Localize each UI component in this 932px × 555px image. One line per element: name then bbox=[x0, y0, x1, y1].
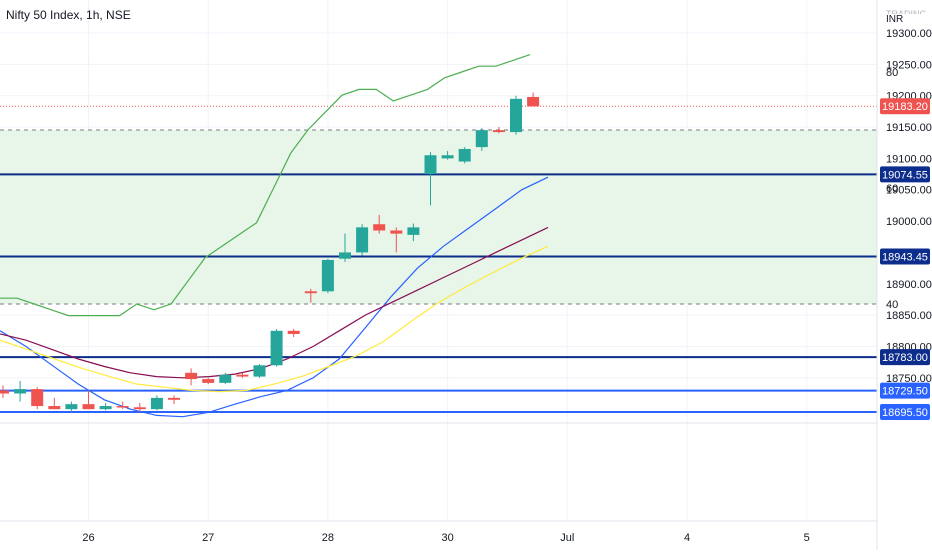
candle-body[interactable] bbox=[253, 365, 266, 377]
candle-body[interactable] bbox=[202, 379, 215, 383]
candle-body[interactable] bbox=[133, 407, 146, 410]
time-tick-label: 30 bbox=[441, 532, 453, 544]
rsi-tick-label: 60 bbox=[886, 183, 898, 195]
price-tick-label: 19300.00 bbox=[886, 28, 932, 40]
candle-body[interactable] bbox=[116, 406, 129, 408]
candle-body[interactable] bbox=[424, 155, 437, 175]
rsi-band-fill bbox=[0, 130, 877, 304]
candle-body[interactable] bbox=[219, 374, 232, 383]
candle-body[interactable] bbox=[441, 155, 454, 159]
candle-body[interactable] bbox=[390, 230, 403, 234]
candle-body[interactable] bbox=[14, 389, 27, 394]
candle-body[interactable] bbox=[458, 148, 471, 162]
candle-body[interactable] bbox=[373, 224, 386, 231]
symbol-legend[interactable]: Nifty 50 Index, 1h, NSE bbox=[6, 8, 131, 22]
candle-body[interactable] bbox=[356, 227, 369, 253]
ema-slow-line bbox=[0, 245, 549, 393]
candle-body[interactable] bbox=[407, 227, 420, 235]
time-axis[interactable]: 26 27 28 30 Jul 4 5 bbox=[82, 532, 809, 544]
time-tick-label: 26 bbox=[82, 532, 94, 544]
price-tick-label: 18750.00 bbox=[886, 373, 932, 385]
price-tick-label: 19100.00 bbox=[886, 153, 932, 165]
price-tick-label: 18900.00 bbox=[886, 279, 932, 291]
candlesticks[interactable] bbox=[0, 92, 540, 413]
level-price-tag-text: 18783.00 bbox=[882, 352, 928, 364]
price-tags: 19183.20 19074.55 18943.45 18783.00 18729.50… bbox=[880, 98, 930, 420]
candle-body[interactable] bbox=[99, 406, 112, 410]
candle-body[interactable] bbox=[287, 330, 300, 334]
candle-body[interactable] bbox=[65, 404, 78, 410]
horizontal-levels[interactable] bbox=[0, 105, 877, 413]
price-tick-label: 18850.00 bbox=[886, 310, 932, 322]
time-tick-label: 28 bbox=[322, 532, 334, 544]
rsi-tick-label: 40 bbox=[886, 299, 898, 311]
candle-body[interactable] bbox=[270, 330, 283, 366]
candle-body[interactable] bbox=[304, 291, 317, 294]
candle-body[interactable] bbox=[492, 130, 505, 133]
level-price-tag-text: 18943.45 bbox=[882, 252, 928, 264]
ema-fast-line bbox=[0, 176, 549, 418]
rsi-series-line bbox=[0, 54, 531, 317]
time-tick-label: 4 bbox=[684, 532, 690, 544]
rsi-band bbox=[0, 129, 877, 305]
candle-body[interactable] bbox=[0, 390, 9, 394]
currency-code: INR bbox=[886, 14, 904, 25]
candle-body[interactable] bbox=[321, 259, 334, 292]
candle-body[interactable] bbox=[48, 406, 61, 410]
candle-body[interactable] bbox=[236, 374, 249, 377]
price-tick-label: 19000.00 bbox=[886, 216, 932, 228]
level-price-tag-bg bbox=[880, 166, 930, 183]
candle-body[interactable] bbox=[150, 397, 163, 410]
candle-body[interactable] bbox=[339, 252, 351, 259]
rsi-tick-label: 80 bbox=[886, 67, 898, 79]
time-tick-label: 27 bbox=[202, 532, 214, 544]
level-price-tag-bg bbox=[880, 404, 930, 420]
last-price-tag-bg bbox=[880, 98, 930, 115]
candle-body[interactable] bbox=[82, 404, 95, 410]
candle-body[interactable] bbox=[168, 397, 180, 400]
level-price-tag-bg bbox=[880, 248, 930, 265]
currency-label[interactable]: TRADING INR bbox=[886, 8, 927, 26]
candle-body[interactable] bbox=[475, 130, 488, 148]
level-price-tag-text: 18695.50 bbox=[882, 407, 928, 419]
candle-body[interactable] bbox=[31, 389, 44, 407]
level-price-tag-bg bbox=[880, 382, 930, 399]
candle-body[interactable] bbox=[185, 372, 198, 380]
last-price-tag-text: 19183.20 bbox=[882, 101, 928, 113]
price-tick-label: 19250.00 bbox=[886, 59, 932, 71]
time-tick-label: Jul bbox=[560, 532, 574, 544]
currency-top-label: TRADING bbox=[886, 9, 927, 14]
time-tick-label: 5 bbox=[804, 532, 810, 544]
level-price-tag-text: 18729.50 bbox=[882, 386, 928, 398]
level-price-tag-bg bbox=[880, 349, 930, 366]
price-tick-label: 19150.00 bbox=[886, 122, 932, 134]
level-price-tag-text: 19074.55 bbox=[882, 169, 928, 181]
candle-body[interactable] bbox=[527, 96, 540, 107]
price-tick-label: 19050.00 bbox=[886, 185, 932, 197]
candle-body[interactable] bbox=[510, 98, 522, 133]
rsi-axis[interactable]: 80 60 40 bbox=[886, 67, 898, 311]
rsi-line bbox=[0, 54, 531, 317]
